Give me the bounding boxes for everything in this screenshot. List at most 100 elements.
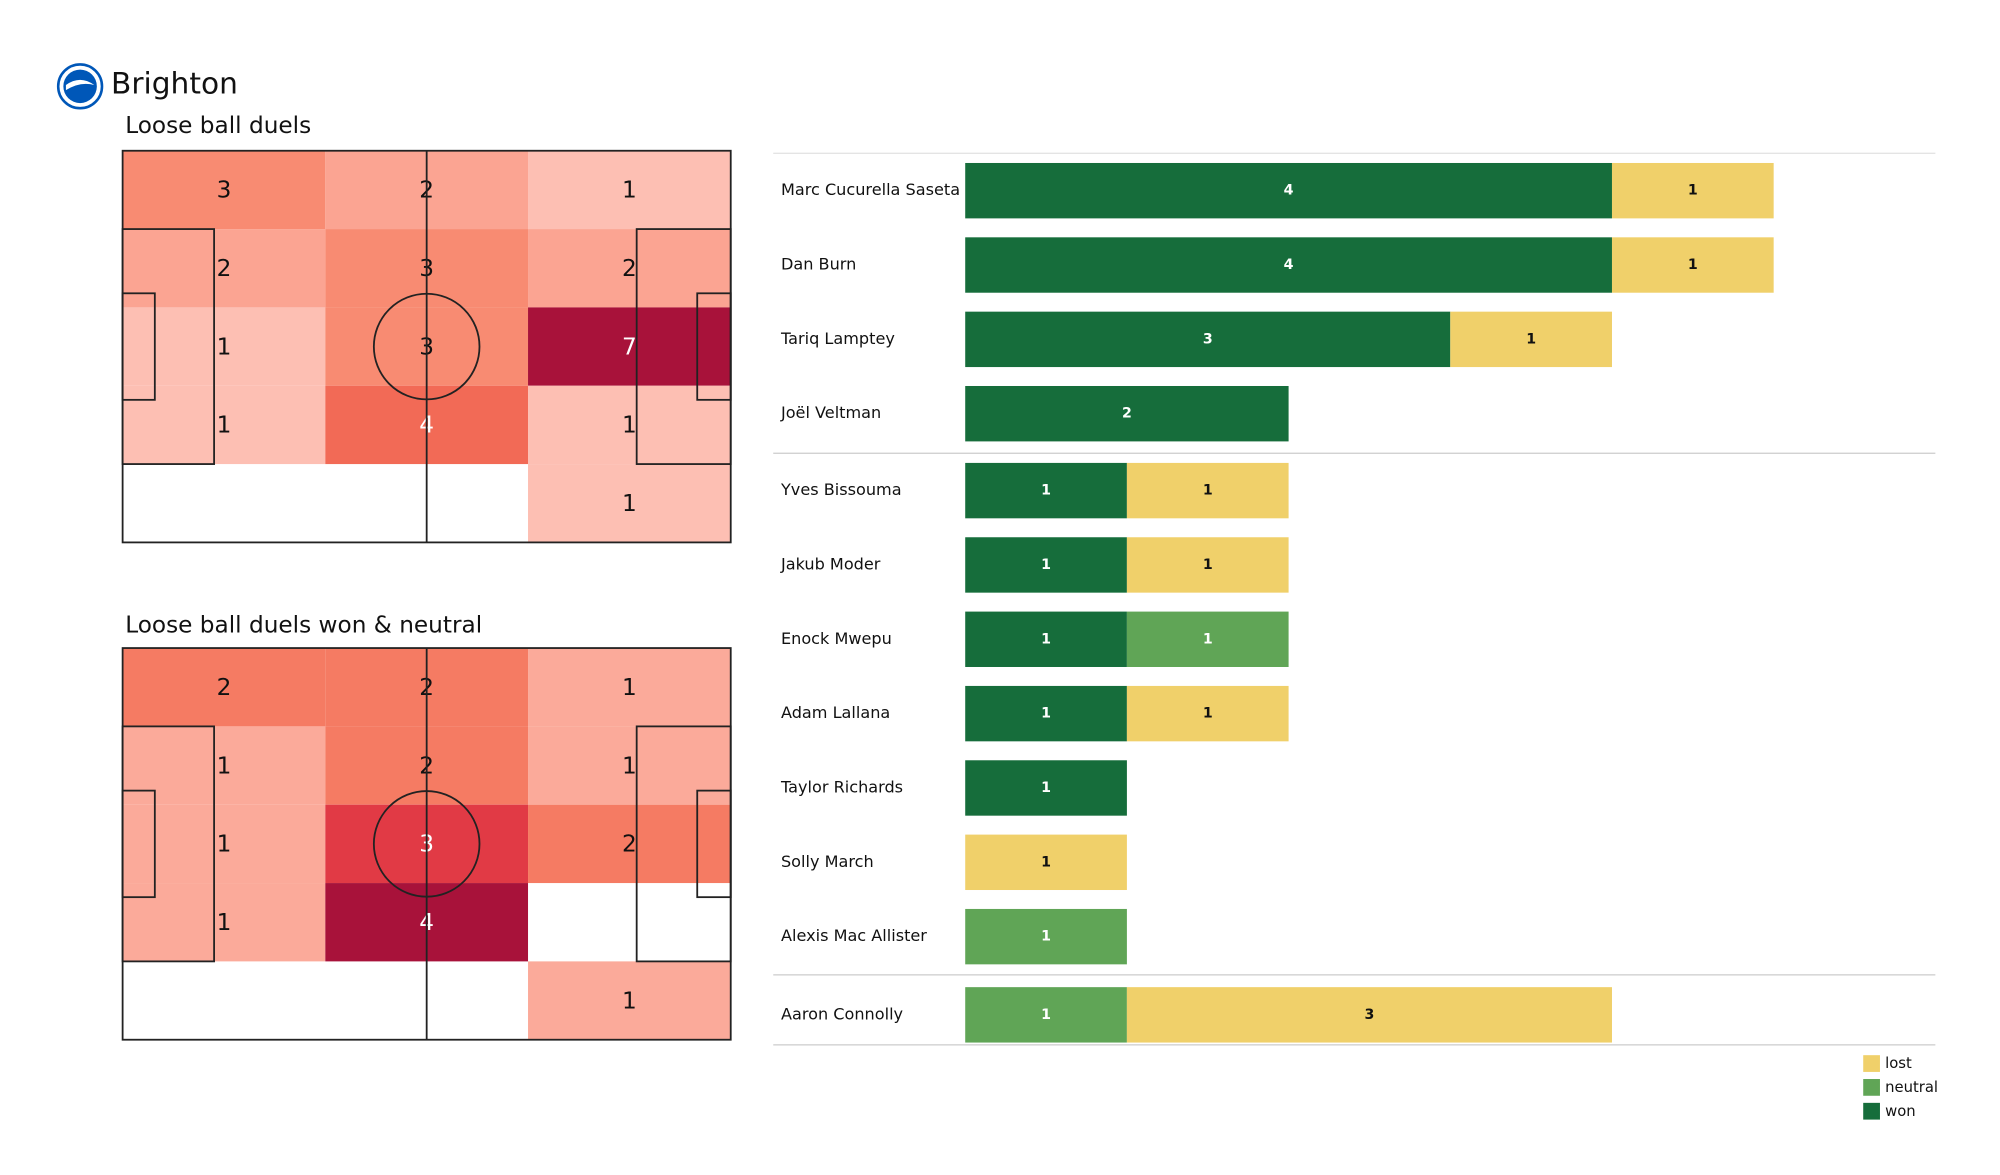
- pitch-lines: [121, 647, 732, 1041]
- bar-label: 1: [1526, 331, 1536, 347]
- cell-label: 1: [622, 674, 637, 701]
- bar-label: 1: [1041, 854, 1051, 870]
- cell-label: 1: [622, 412, 637, 439]
- cell-label: 1: [622, 752, 637, 779]
- bar-segment: [1611, 162, 1774, 219]
- legend-swatch: [1863, 1055, 1880, 1072]
- y-tick-label: Yves Bissouma: [780, 480, 902, 499]
- bar-segment: [1611, 237, 1774, 293]
- cell-label: 1: [622, 177, 637, 204]
- heatmap-cell: [122, 150, 326, 230]
- six-yard-box: [121, 292, 156, 401]
- heatmap-title: Loose ball duels: [125, 112, 311, 139]
- bar-label: 3: [1365, 1007, 1375, 1023]
- heatmap-cell: [122, 726, 326, 805]
- bar-chart: Marc Cucurella Saseta 4 1 Dan Burn 4 1 Tariq L…: [773, 152, 1938, 1120]
- center-circle: [372, 292, 481, 401]
- bar-label: 2: [1122, 406, 1132, 422]
- y-tick-label: Alexis Mac Allister: [781, 926, 927, 945]
- heatmap-cell: [122, 307, 326, 386]
- six-yard-box: [696, 292, 732, 401]
- bar-segment: [965, 987, 1127, 1043]
- y-tick-label: Aaron Connolly: [781, 1004, 904, 1023]
- heatmap-cell: [122, 385, 326, 465]
- heatmap-cell: [528, 961, 731, 1040]
- bar-segment: [1450, 311, 1612, 368]
- bar-segment: [1126, 537, 1289, 593]
- bar-segment: [965, 237, 1612, 293]
- y-tick-label: Joël Veltman: [780, 403, 881, 422]
- center-circle: [372, 790, 481, 898]
- six-yard-box: [121, 789, 156, 899]
- bar-segment: [1126, 611, 1289, 667]
- cell-label: 1: [217, 412, 232, 439]
- bar-segment: [1126, 987, 1612, 1043]
- heatmap-cell: [122, 229, 326, 308]
- y-tick-label: Adam Lallana: [781, 703, 890, 722]
- bar-label: 1: [1203, 557, 1213, 573]
- bar-segment: [965, 685, 1127, 742]
- y-tick-label: Dan Burn: [781, 255, 856, 274]
- cell-label: 1: [217, 909, 232, 936]
- legend-swatch: [1863, 1102, 1880, 1120]
- cell-label: 2: [622, 255, 637, 282]
- bar-label: 1: [1688, 183, 1698, 199]
- y-tick-label: Marc Cucurella Saseta: [781, 180, 960, 199]
- heatmap: 2 2 11 2 11 3 21 41: [121, 647, 732, 1041]
- heatmap-title: Loose ball duels won & neutral: [125, 612, 482, 639]
- bar-segment: [965, 611, 1127, 667]
- bar-segment: [965, 908, 1127, 965]
- legend-label: lost: [1885, 1055, 1912, 1072]
- cell-label: 2: [217, 255, 232, 282]
- bar-label: 3: [1203, 331, 1213, 347]
- bar-segment: [965, 462, 1127, 519]
- six-yard-box: [696, 789, 732, 899]
- pitch-lines: [121, 149, 732, 544]
- heatmap-cell: [528, 150, 731, 230]
- bar-label: 4: [1284, 183, 1294, 199]
- cell-label: 2: [622, 831, 637, 858]
- bar-label: 1: [1203, 631, 1213, 647]
- team-name: Brighton: [111, 66, 238, 101]
- y-tick-label: Jakub Moder: [780, 554, 881, 573]
- bar-label: 1: [1041, 706, 1051, 722]
- cell-label: 1: [217, 333, 232, 360]
- legend-swatch: [1863, 1079, 1880, 1096]
- heatmap-cell: [122, 648, 326, 727]
- bar-label: 1: [1203, 483, 1213, 499]
- y-tick-label: Tariq Lamptey: [780, 329, 895, 348]
- bar-segment: [965, 385, 1289, 442]
- bar-label: 1: [1041, 557, 1051, 573]
- bar-label: 4: [1284, 257, 1294, 273]
- bar-label: 1: [1041, 780, 1051, 796]
- legend-label: won: [1885, 1103, 1916, 1120]
- bar-segment: [1126, 685, 1289, 742]
- heatmap-cell: [122, 883, 326, 962]
- cell-label: 1: [622, 987, 637, 1014]
- y-tick-label: Solly March: [781, 852, 874, 871]
- cell-label: 3: [217, 177, 232, 204]
- team-logo: [56, 63, 104, 110]
- bar-segment: [965, 162, 1612, 219]
- bar-segment: [965, 311, 1451, 368]
- bar-segment: [965, 760, 1127, 816]
- cell-label: 2: [217, 674, 232, 701]
- bar-label: 1: [1041, 631, 1051, 647]
- cell-label: 7: [622, 333, 637, 360]
- bar-segment: [965, 834, 1127, 891]
- cell-label: 1: [217, 831, 232, 858]
- cell-label: 1: [622, 490, 637, 517]
- cell-label: 1: [217, 752, 232, 779]
- bar-label: 1: [1688, 257, 1698, 273]
- legend-label: neutral: [1885, 1079, 1938, 1096]
- bar-label: 1: [1041, 929, 1051, 945]
- heatmap: 3 2 12 3 21 3 71 4 11: [121, 149, 732, 544]
- y-tick-label: Taylor Richards: [780, 777, 903, 796]
- bar-label: 1: [1203, 706, 1213, 722]
- bar-label: 1: [1041, 1007, 1051, 1023]
- heatmap-cell: [122, 804, 326, 884]
- bar-segment: [1126, 462, 1289, 519]
- heatmap-cell: [528, 464, 731, 543]
